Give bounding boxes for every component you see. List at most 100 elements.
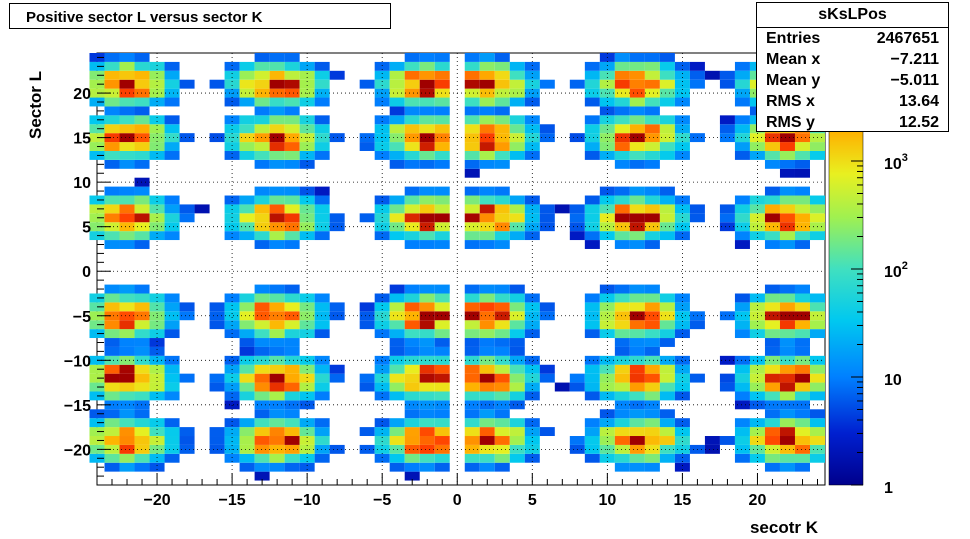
heatmap-cell <box>644 186 660 196</box>
heatmap-cell <box>299 400 315 410</box>
heatmap-cell <box>614 70 630 80</box>
heatmap-cell <box>239 231 255 241</box>
heatmap-cell <box>509 373 525 383</box>
heatmap-cell <box>524 115 540 125</box>
heatmap-cell <box>89 329 105 339</box>
heatmap-cell <box>134 195 150 205</box>
heatmap-cell <box>644 427 660 437</box>
heatmap-cell <box>134 311 150 321</box>
heatmap-cell <box>539 302 555 312</box>
heatmap-cell <box>509 124 525 134</box>
heatmap-cell <box>674 302 690 312</box>
heatmap-cell <box>494 293 510 303</box>
heatmap-cell <box>674 462 690 472</box>
heatmap-cell <box>104 293 120 303</box>
heatmap-cell <box>179 79 195 89</box>
heatmap-cell <box>524 79 540 89</box>
heatmap-cell <box>404 204 420 214</box>
heatmap-cell <box>269 61 285 71</box>
heatmap-cell <box>479 97 495 107</box>
heatmap-cell <box>419 222 435 232</box>
heatmap-cell <box>614 364 630 374</box>
heatmap-cell <box>479 427 495 437</box>
heatmap-cell <box>734 293 750 303</box>
heatmap-cell <box>224 124 240 134</box>
heatmap-cell <box>674 70 690 80</box>
heatmap-cell <box>629 79 645 89</box>
heatmap-cell <box>314 222 330 232</box>
heatmap-cell <box>464 320 480 330</box>
heatmap-cell <box>209 302 225 312</box>
heatmap-cell <box>734 61 750 71</box>
heatmap-cell <box>464 338 480 347</box>
heatmap-cell <box>644 150 660 160</box>
heatmap-cell <box>494 79 510 89</box>
heatmap-cell <box>584 79 600 89</box>
heatmap-cell <box>419 150 435 160</box>
heatmap-cell <box>314 79 330 89</box>
heatmap-cell <box>254 53 270 62</box>
heatmap-cell <box>359 373 375 383</box>
heatmap-cell <box>614 418 630 428</box>
heatmap-cell <box>584 150 600 160</box>
heatmap-cell <box>89 382 105 392</box>
heatmap-cell <box>374 311 390 321</box>
heatmap-cell <box>509 302 525 312</box>
heatmap-cell <box>404 302 420 312</box>
heatmap-cell <box>614 311 630 321</box>
heatmap-cell <box>464 382 480 392</box>
heatmap-cell <box>599 70 615 80</box>
heatmap-cell <box>119 302 135 312</box>
heatmap-cell <box>779 284 795 294</box>
heatmap-cell <box>164 88 180 98</box>
heatmap-cell <box>119 97 135 107</box>
heatmap-cell <box>224 382 240 392</box>
heatmap-cell <box>419 213 435 223</box>
heatmap-cell <box>794 284 810 294</box>
heatmap-cell <box>254 436 270 445</box>
heatmap-cell <box>584 444 600 454</box>
heatmap-cell <box>404 346 420 356</box>
heatmap-cell <box>584 311 600 321</box>
heatmap-cell <box>599 302 615 312</box>
heatmap-cell <box>104 213 120 223</box>
heatmap-cell <box>239 115 255 125</box>
heatmap-cell <box>314 293 330 303</box>
heatmap-cell <box>494 427 510 437</box>
heatmap-cell <box>89 444 105 454</box>
heatmap-cell <box>269 453 285 463</box>
heatmap-cell <box>134 293 150 303</box>
heatmap-cell <box>149 195 165 205</box>
heatmap-cell <box>299 124 315 134</box>
heatmap-cell <box>119 364 135 374</box>
heatmap-cell <box>254 240 270 249</box>
heatmap-cell <box>89 453 105 463</box>
heatmap-cell <box>254 70 270 80</box>
heatmap-cell <box>479 338 495 347</box>
heatmap-cell <box>374 436 390 445</box>
heatmap-cell <box>89 364 105 374</box>
heatmap-cell <box>794 329 810 339</box>
heatmap-cell <box>419 204 435 214</box>
heatmap-cell <box>464 302 480 312</box>
x-axis-ticks: −20 −15 −10 −5 0 5 10 15 20 <box>96 473 818 509</box>
heatmap-cell <box>404 53 420 62</box>
heatmap-cell <box>779 418 795 428</box>
heatmap-cell <box>509 418 525 428</box>
heatmap-cell <box>239 329 255 339</box>
heatmap-cell <box>164 213 180 223</box>
heatmap-cell <box>584 373 600 383</box>
heatmap-cell <box>659 453 675 463</box>
heatmap-cell <box>164 61 180 71</box>
heatmap-cell <box>704 444 720 454</box>
heatmap-cell <box>284 61 300 71</box>
heatmap-cell <box>524 124 540 134</box>
heatmap-cell <box>359 302 375 312</box>
heatmap-cell <box>794 382 810 392</box>
heatmap-cell <box>269 364 285 374</box>
heatmap-cell <box>224 427 240 437</box>
heatmap-cell <box>584 240 600 249</box>
heatmap-cell <box>599 79 615 89</box>
heatmap-cell <box>734 382 750 392</box>
heatmap-cell <box>254 150 270 160</box>
